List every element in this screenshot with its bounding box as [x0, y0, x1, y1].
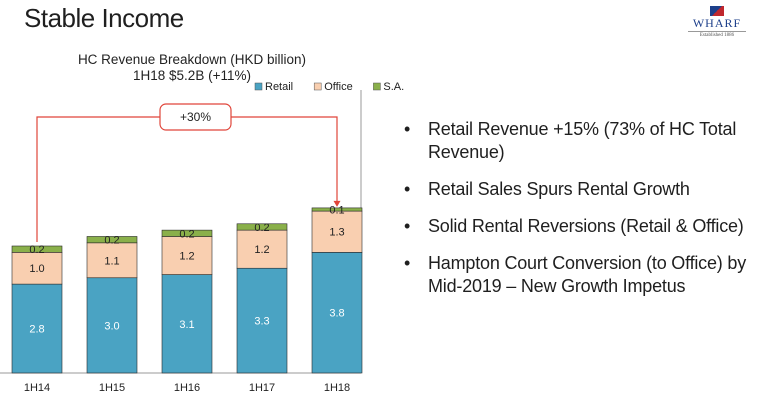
data-label: 2.8	[29, 324, 44, 336]
data-label: 1.3	[329, 227, 344, 239]
bar-office-1h14	[11, 252, 63, 285]
bar-retail-1h16	[161, 274, 213, 374]
logo-name: WHARF	[692, 16, 742, 30]
x-tick-label: 1H14	[24, 382, 50, 394]
legend-swatch	[254, 82, 263, 91]
data-label: 3.1	[179, 319, 194, 331]
annotation-arrowhead	[333, 200, 341, 207]
bullet-item: Solid Rental Reversions (Retail & Office…	[404, 215, 764, 238]
chart-title: HC Revenue Breakdown (HKD billion)	[77, 52, 307, 67]
data-label: 3.8	[329, 308, 344, 320]
annotation-connector-right	[231, 116, 338, 202]
legend-swatch	[313, 82, 322, 91]
data-label: 1.2	[179, 251, 194, 263]
annotation-connector-left	[36, 116, 160, 242]
x-tick-label: 1H17	[249, 382, 275, 394]
bar-office-1h18	[311, 210, 363, 253]
data-label: 0.2	[179, 228, 194, 240]
bar-sa-1h17	[236, 223, 288, 231]
bar-sa-1h16	[161, 229, 213, 237]
bar-retail-1h17	[236, 267, 288, 374]
bullet-item: Retail Revenue +15% (73% of HC Total Rev…	[404, 118, 764, 164]
bullet-item: Retail Sales Spurs Rental Growth	[404, 178, 764, 201]
bar-retail-1h18	[311, 252, 363, 374]
chart-subtitle: 1H18 $5.2B (+11%)	[133, 68, 251, 83]
slide-title: Stable Income	[24, 3, 184, 33]
data-label: 0.2	[254, 222, 269, 234]
legend-label: Office	[324, 81, 353, 93]
annotation-label: +30%	[180, 110, 211, 124]
bar-retail-1h14	[11, 283, 63, 374]
data-label: 0.1	[329, 204, 344, 216]
logo-established: Established 1886	[688, 31, 746, 39]
wharf-logo: WHARF Established 1886	[682, 6, 752, 42]
data-label: 3.3	[254, 316, 269, 328]
x-tick-label: 1H15	[99, 382, 125, 394]
bar-sa-1h18	[311, 207, 363, 212]
x-tick-label: 1H18	[324, 382, 350, 394]
data-label: 0.2	[29, 244, 44, 256]
bullet-list: Retail Revenue +15% (73% of HC Total Rev…	[404, 118, 764, 312]
legend-label: Retail	[265, 81, 293, 93]
x-tick-label: 1H16	[174, 382, 200, 394]
data-label: 1.0	[29, 263, 44, 275]
bar-sa-1h14	[11, 245, 63, 253]
wharf-flag-icon	[710, 6, 724, 16]
bar-office-1h16	[161, 236, 213, 275]
data-label: 1.2	[254, 244, 269, 256]
data-label: 3.0	[104, 320, 119, 332]
legend-label: S.A.	[383, 81, 404, 93]
annotation-box	[159, 103, 232, 131]
data-label: 1.1	[104, 255, 119, 267]
legend-swatch	[373, 82, 381, 91]
bar-office-1h17	[236, 229, 288, 269]
bar-sa-1h15	[86, 236, 138, 244]
bullet-item: Hampton Court Conversion (to Office) by …	[404, 252, 764, 298]
data-label: 0.2	[104, 235, 119, 247]
